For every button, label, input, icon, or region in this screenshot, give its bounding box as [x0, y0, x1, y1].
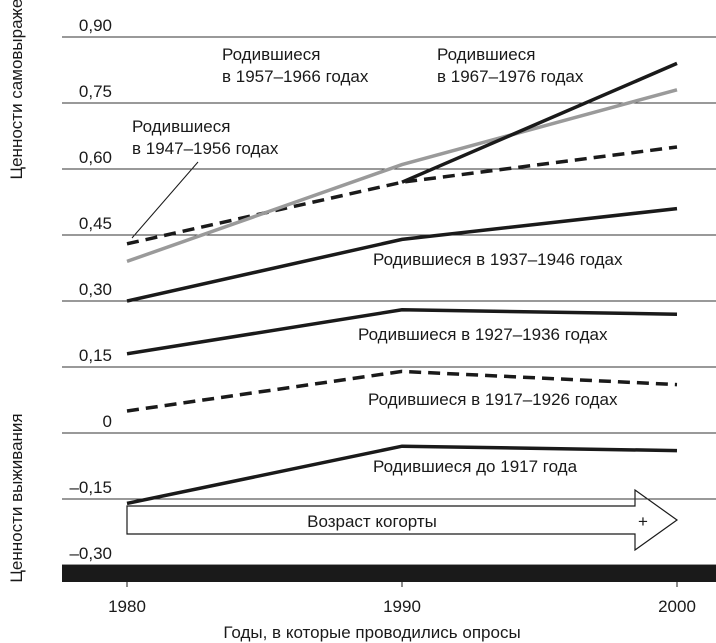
- series-label: Родившиеся в 1957–1966 годах: [222, 45, 369, 86]
- series-label: Родившиеся до 1917 года: [373, 457, 578, 476]
- series-label: Родившиеся в 1947–1956 годах: [132, 117, 279, 158]
- y-label-top: Ценности самовыражения: [7, 0, 26, 179]
- series-label: Родившиеся в 1927–1936 годах: [358, 325, 608, 344]
- series-line: [126, 308, 678, 356]
- series-line: [401, 61, 678, 184]
- series-line: [126, 444, 678, 506]
- cohort-arrow: [126, 488, 679, 552]
- series-label: Родившиеся в 1967–1976 годах: [437, 45, 584, 86]
- y-tick-label: 0,90: [79, 16, 112, 35]
- y-label-bottom: Ценности выживания: [7, 413, 26, 582]
- x-axis-label: Годы, в которые проводились опросы: [223, 623, 520, 642]
- y-tick-label: 0,60: [79, 148, 112, 167]
- arrow-plus: +: [638, 512, 648, 531]
- y-tick-label: –0,15: [69, 478, 112, 497]
- series-line: [126, 88, 678, 264]
- y-tick-label: 0,45: [79, 214, 112, 233]
- y-tick-label: –0,30: [69, 544, 112, 563]
- series-label: Родившиеся в 1937–1946 годах: [373, 250, 623, 269]
- y-tick-label: 0,15: [79, 346, 112, 365]
- leader-line: [131, 161, 199, 239]
- y-tick-label: 0: [103, 412, 112, 431]
- series-line: [126, 369, 678, 413]
- x-axis-bar: [62, 565, 716, 582]
- series-line: [126, 145, 678, 246]
- y-tick-label: 0,30: [79, 280, 112, 299]
- x-tick-label: 2000: [658, 597, 696, 616]
- series-label: Родившиеся в 1917–1926 годах: [368, 390, 618, 409]
- x-tick-label: 1980: [108, 597, 146, 616]
- series-line: [126, 206, 678, 303]
- y-tick-label: 0,75: [79, 82, 112, 101]
- x-tick-label: 1990: [383, 597, 421, 616]
- arrow-label: Возраст когорты: [307, 512, 437, 531]
